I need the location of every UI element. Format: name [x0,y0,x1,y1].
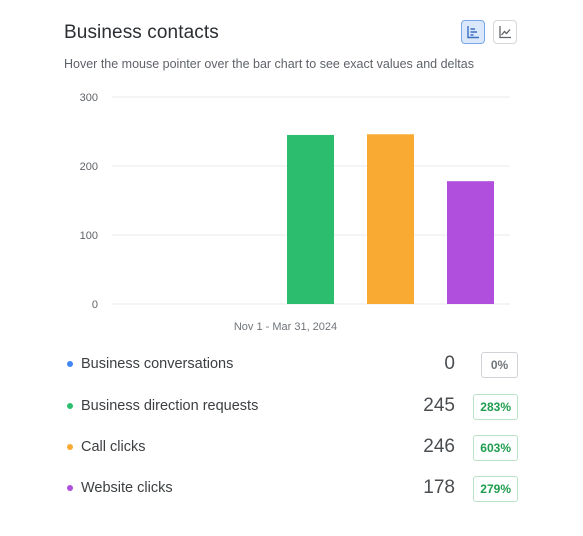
metric-row: Call clicks 246 603% [64,435,518,463]
metric-row: Website clicks 178 279% [64,476,518,504]
metric-value: 245 [423,395,455,416]
metric-value: 178 [423,477,455,498]
metric-delta-badge: 279% [473,476,518,502]
legend-dot [67,403,73,409]
bar-chart-icon [467,26,479,39]
bar-business-direction-requests[interactable] [287,134,334,304]
metric-row: Business direction requests 245 283% [64,394,518,422]
metric-delta-badge: 283% [473,394,518,420]
line-chart-icon [499,26,511,39]
y-tick-label: 300 [80,92,98,104]
card-subtitle: Hover the mouse pointer over the bar cha… [64,57,474,71]
bar-website-clicks[interactable] [447,181,494,304]
metric-label: Website clicks [81,480,173,496]
metric-row: Business conversations 0 0% [64,352,518,380]
legend-dot [67,361,73,367]
metric-value: 246 [423,436,455,457]
bar-call-clicks[interactable] [367,134,414,304]
bar-chart-view-button[interactable] [461,20,485,44]
x-axis-category-label: Nov 1 - Mar 31, 2024 [233,321,338,333]
line-chart-view-button[interactable] [493,20,517,44]
metric-label: Business direction requests [81,398,259,414]
metric-delta-badge: 603% [473,435,518,461]
metric-delta-badge: 0% [481,352,518,378]
y-tick-label: 100 [80,230,98,242]
legend-dot [67,485,73,491]
y-tick-label: 200 [80,161,98,173]
bar-chart[interactable]: 300 200 100 0 [0,0,583,345]
metric-label: Call clicks [81,439,146,455]
legend-dot [67,444,73,450]
y-tick-label: 0 [92,299,98,311]
card-title: Business contacts [64,22,219,43]
metric-label: Business conversations [81,356,234,372]
metric-value: 0 [444,353,455,374]
